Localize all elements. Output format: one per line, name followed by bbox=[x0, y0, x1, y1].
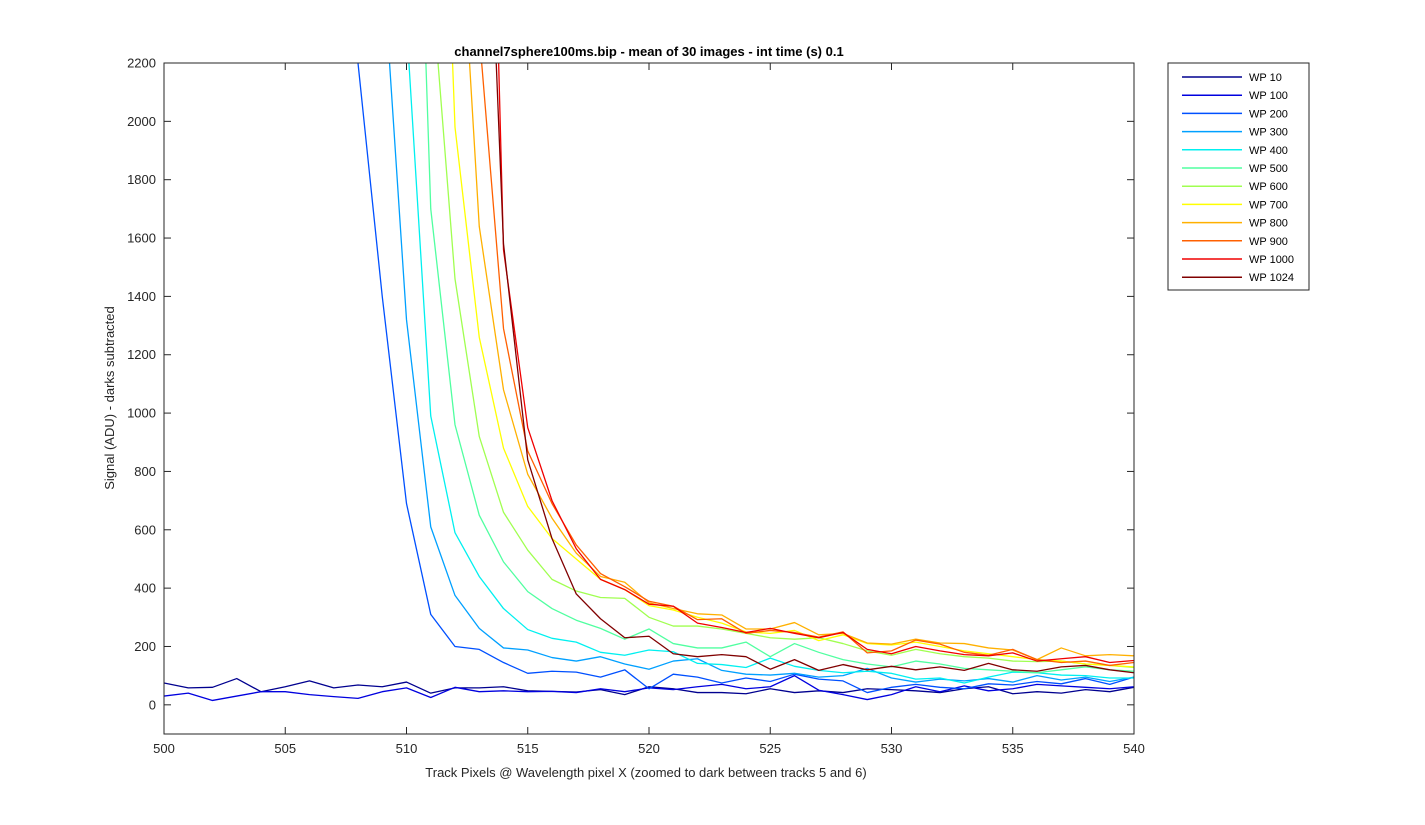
legend-item: WP 1000 bbox=[1182, 254, 1294, 266]
series-line-wp-200 bbox=[357, 63, 1134, 694]
legend-label: WP 500 bbox=[1249, 163, 1288, 175]
legend-label: WP 400 bbox=[1249, 145, 1288, 157]
y-tick-label: 200 bbox=[134, 639, 156, 654]
legend-item: WP 100 bbox=[1182, 90, 1288, 102]
series-line-wp-1000 bbox=[498, 63, 1134, 664]
legend-item: WP 200 bbox=[1182, 108, 1288, 120]
x-tick-label: 535 bbox=[1002, 741, 1024, 756]
series-line-wp-400 bbox=[408, 63, 1134, 684]
legend-label: WP 900 bbox=[1249, 236, 1288, 248]
legend: WP 10 WP 100 WP 200 WP 300 WP 400 WP 500 WP 60… bbox=[1167, 62, 1310, 291]
legend-label: WP 800 bbox=[1249, 218, 1288, 230]
series-line-wp-900 bbox=[481, 63, 1134, 667]
x-tick-label: 500 bbox=[153, 741, 175, 756]
legend-label: WP 1000 bbox=[1249, 254, 1294, 266]
series-line-wp-1024 bbox=[495, 63, 1134, 674]
x-tick-label: 510 bbox=[396, 741, 418, 756]
x-tick-label: 520 bbox=[638, 741, 660, 756]
y-tick-label: 600 bbox=[134, 522, 156, 537]
x-tick-label: 515 bbox=[517, 741, 539, 756]
legend-item: WP 900 bbox=[1182, 236, 1288, 248]
y-tick-label: 1800 bbox=[127, 172, 156, 187]
legend-item: WP 600 bbox=[1182, 181, 1288, 193]
series-line-wp-300 bbox=[388, 63, 1134, 683]
y-tick-label: 2200 bbox=[127, 56, 156, 71]
y-tick-label: 0 bbox=[149, 697, 156, 712]
y-tick-label: 2000 bbox=[127, 114, 156, 129]
x-tick-label: 505 bbox=[274, 741, 296, 756]
y-tick-label: 800 bbox=[134, 464, 156, 479]
ticks-group: 500 505 510 515 520 525 530 535 540 0 200 400 600 800… bbox=[127, 56, 1145, 757]
legend-item: WP 400 bbox=[1182, 145, 1288, 157]
x-axis-label: Track Pixels @ Wavelength pixel X (zoome… bbox=[425, 765, 866, 780]
y-tick-label: 1400 bbox=[127, 289, 156, 304]
legend-item: WP 300 bbox=[1182, 127, 1288, 139]
legend-label: WP 200 bbox=[1249, 108, 1288, 120]
legend-label: WP 100 bbox=[1249, 90, 1288, 102]
legend-label: WP 700 bbox=[1249, 199, 1288, 211]
legend-item: WP 800 bbox=[1182, 218, 1288, 230]
plot-area bbox=[164, 63, 1134, 734]
legend-label: WP 1024 bbox=[1249, 272, 1294, 284]
series-line-wp-600 bbox=[437, 63, 1134, 669]
y-tick-label: 1200 bbox=[127, 347, 156, 362]
x-tick-label: 530 bbox=[881, 741, 903, 756]
legend-item: WP 10 bbox=[1182, 72, 1282, 84]
y-tick-label: 400 bbox=[134, 581, 156, 596]
x-tick-label: 540 bbox=[1123, 741, 1145, 756]
legend-item: WP 1024 bbox=[1182, 272, 1294, 284]
legend-item: WP 500 bbox=[1182, 163, 1288, 175]
y-tick-label: 1600 bbox=[127, 231, 156, 246]
y-axis-label: Signal (ADU) - darks subtracted bbox=[102, 306, 117, 490]
y-tick-label: 1000 bbox=[127, 406, 156, 421]
legend-item: WP 700 bbox=[1182, 199, 1288, 211]
chart-title: channel7sphere100ms.bip - mean of 30 ima… bbox=[454, 44, 843, 59]
legend-label: WP 300 bbox=[1249, 127, 1288, 139]
legend-label: WP 10 bbox=[1249, 72, 1282, 84]
series-group bbox=[164, 63, 1134, 702]
legend-label: WP 600 bbox=[1249, 181, 1288, 193]
legend-box bbox=[1167, 62, 1310, 291]
x-tick-label: 525 bbox=[759, 741, 781, 756]
series-line-wp-500 bbox=[425, 63, 1134, 674]
